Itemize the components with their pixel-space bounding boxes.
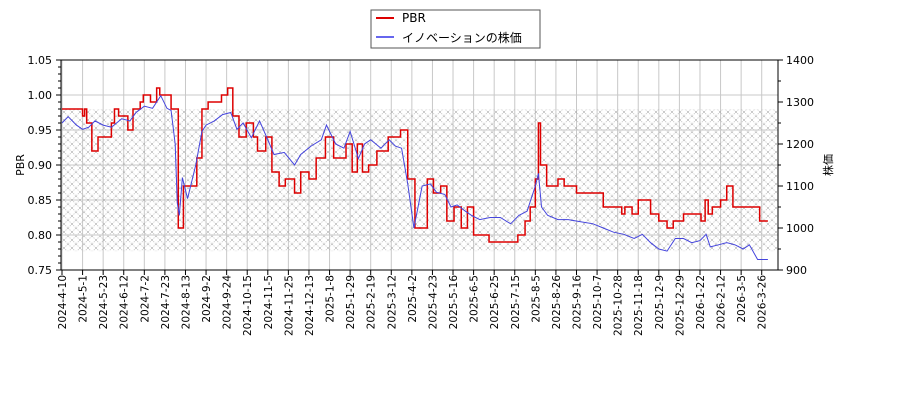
x-tick-label: 2025-8-5 (530, 275, 542, 323)
x-tick-label: 2025-12-29 (674, 275, 686, 336)
right-tick-label: 1100 (786, 180, 814, 193)
x-tick-label: 2024-5-23 (98, 275, 110, 329)
x-tick-label: 2025-8-26 (551, 275, 563, 330)
x-axis: 2024-4-10 2024-5-1 2024-5-23 2024-6-12 2024-… (57, 270, 769, 336)
left-tick-label: 0.90 (28, 159, 53, 172)
x-tick-label: 2025-9-16 (572, 275, 584, 330)
x-tick-label: 2025-10-7 (592, 275, 604, 329)
x-tick-label: 2024-7-23 (160, 275, 172, 329)
hatched-band (61, 109, 778, 252)
x-tick-label: 2026-3-26 (757, 275, 769, 330)
left-tick-label: 0.85 (28, 194, 53, 207)
left-tick-label: 1.05 (28, 54, 53, 67)
x-tick-label: 2025-1-29 (345, 275, 357, 329)
pbr-line (62, 87, 768, 243)
x-tick-label: 2024-11-5 (263, 275, 275, 329)
x-tick-label: 2025-4-2 (407, 275, 419, 323)
left-axis-title: PBR (14, 154, 27, 176)
right-tick-label: 900 (786, 264, 807, 277)
legend-pbr-label: PBR (402, 11, 426, 25)
x-tick-label: 2025-5-16 (448, 275, 460, 330)
x-tick-label: 2025-6-5 (469, 275, 481, 323)
x-tick-label: 2024-10-15 (242, 275, 254, 336)
left-tick-label: 1.00 (28, 89, 53, 102)
x-tick-label: 2025-6-25 (489, 275, 501, 329)
stock-price-line (61, 94, 768, 260)
x-tick-label: 2026-2-12 (716, 275, 728, 329)
x-tick-label: 2025-3-12 (386, 275, 398, 329)
right-axis-title: 株価 (821, 154, 835, 176)
x-tick-label: 2024-7-2 (139, 275, 151, 323)
x-tick-label: 2026-3-5 (736, 275, 748, 323)
hatch-band-rect (61, 109, 778, 252)
x-tick-label: 2025-4-23 (427, 275, 439, 329)
x-tick-label: 2024-5-1 (78, 275, 90, 323)
right-tick-label: 1200 (786, 138, 814, 151)
x-tick-label: 2025-2-19 (366, 275, 378, 329)
x-tick-label: 2024-9-2 (201, 275, 213, 323)
x-tick-label: 2025-11-18 (633, 275, 645, 336)
legend: PBR イノベーションの株価 (370, 9, 541, 49)
legend-price-label: イノベーションの株価 (402, 30, 522, 45)
right-tick-label: 1000 (786, 222, 814, 235)
x-tick-label: 2024-12-13 (304, 275, 316, 336)
left-tick-label: 0.80 (28, 229, 53, 242)
left-y-axis: 0.75 0.80 0.85 0.90 0.95 1.00 1.05 (28, 54, 61, 277)
x-tick-label: 2024-9-24 (222, 275, 234, 330)
left-tick-label: 0.75 (28, 264, 53, 277)
x-tick-label: 2026-1-22 (695, 275, 707, 329)
x-tick-label: 2025-10-28 (613, 275, 625, 336)
x-tick-label: 2025-12-9 (654, 275, 666, 329)
x-tick-label: 2024-8-13 (180, 275, 192, 329)
x-tick-label: 2024-6-12 (119, 275, 131, 329)
left-tick-label: 0.95 (28, 124, 53, 137)
right-y-axis: 900 1000 1100 1200 1300 1400 (778, 54, 814, 277)
right-tick-label: 1300 (786, 96, 814, 109)
x-tick-label: 2025-1-8 (325, 275, 337, 323)
x-tick-label: 2025-7-15 (510, 275, 522, 329)
x-tick-label: 2024-11-25 (283, 275, 295, 336)
right-tick-label: 1400 (786, 54, 814, 67)
data-series (61, 87, 768, 260)
x-tick-label: 2024-4-10 (57, 275, 69, 329)
